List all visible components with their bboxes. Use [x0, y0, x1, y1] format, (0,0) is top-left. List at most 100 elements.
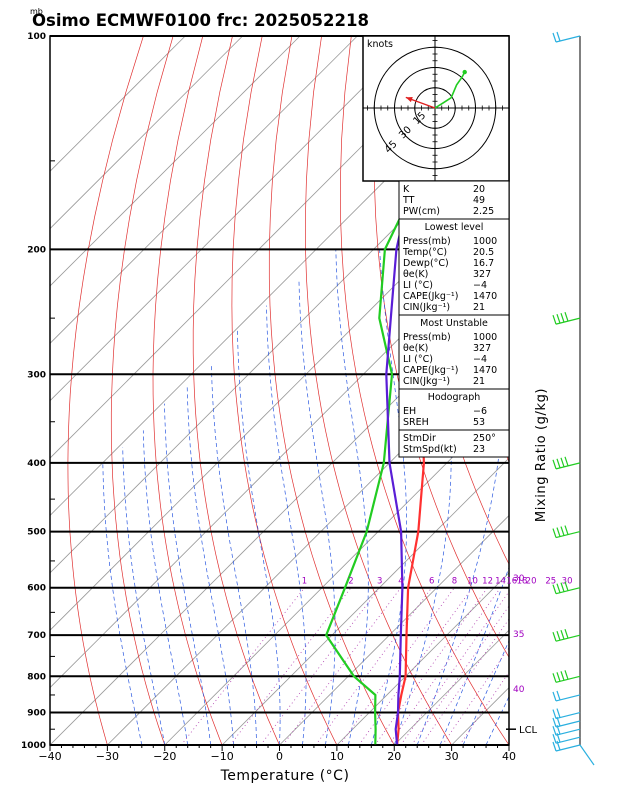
pressure-tick-label: 700 — [27, 631, 46, 641]
mixing-ratio-label: 1 — [302, 577, 307, 587]
isotherm — [336, 572, 509, 745]
index-value: 1000 — [473, 332, 497, 343]
dry-adiabat — [373, 36, 509, 658]
index-key: StmSpd(kt) — [403, 444, 457, 455]
index-value: 49 — [473, 195, 485, 206]
pressure-tick-label: 800 — [27, 672, 46, 682]
x-tick-label: 0 — [276, 750, 283, 763]
index-value: −6 — [473, 406, 487, 417]
moist-adiabat — [164, 403, 211, 745]
x-tick-label: 30 — [445, 750, 459, 763]
mixing-ratio-line — [411, 605, 509, 745]
index-box-title: Hodograph — [428, 392, 481, 403]
index-key: StmDir — [403, 433, 436, 444]
index-value: 23 — [473, 444, 485, 455]
wind-barb — [552, 690, 581, 702]
wind-barb — [552, 456, 581, 470]
index-key: EH — [403, 406, 416, 417]
moist-adiabat — [186, 384, 234, 745]
index-key: θe(K) — [403, 343, 428, 354]
index-key: CIN(Jkg⁻¹) — [403, 376, 450, 387]
isotherm — [50, 36, 473, 459]
index-key: Dewp(°C) — [403, 258, 449, 269]
index-value: 327 — [473, 269, 491, 280]
isotherm — [50, 36, 186, 172]
mixing-ratio-line — [374, 587, 488, 745]
index-value: −4 — [473, 280, 487, 291]
mixing-ratio-label: 2 — [348, 577, 353, 587]
dry-adiabat — [192, 36, 280, 745]
mixing-ratio-label: 3 — [377, 577, 382, 587]
surface-wind-barb — [579, 744, 595, 766]
index-key: Press(mb) — [403, 236, 451, 247]
wind-barb — [552, 311, 581, 325]
unit-mb: mb — [30, 7, 43, 16]
lcl-label: LCL — [519, 725, 538, 736]
index-box — [398, 388, 510, 431]
index-value: 250° — [473, 433, 496, 444]
moist-adiabat — [298, 278, 336, 745]
x-tick-label: 20 — [387, 750, 401, 763]
pressure-tick-label: 300 — [27, 370, 46, 380]
x-axis-label: Temperature (°C) — [220, 768, 350, 784]
index-value: 1000 — [473, 236, 497, 247]
moist-adiabat — [142, 430, 189, 745]
mixing-ratio-label: 20 — [526, 577, 537, 587]
index-value: 53 — [473, 417, 485, 428]
index-value: 20.5 — [473, 247, 494, 258]
pressure-tick-label: 900 — [27, 709, 46, 719]
wind-barb — [552, 581, 581, 595]
mixing-ratio-label: 25 — [545, 577, 556, 587]
moist-adiabat — [237, 330, 281, 745]
dry-adiabat — [268, 36, 395, 745]
mixing-ratio-label: 14 — [495, 577, 506, 587]
isotherm — [50, 170, 509, 631]
hodograph-trace — [434, 71, 466, 109]
mixing-ratio-label: 10 — [467, 577, 478, 587]
mixing-ratio-label: 6 — [429, 577, 434, 587]
mixing-ratio-label: 4 — [398, 577, 403, 587]
index-box-title: Most Unstable — [420, 318, 488, 329]
pressure-tick-label: 100 — [27, 32, 46, 42]
index-key: K — [403, 184, 410, 195]
dry-adiabat — [589, 36, 618, 745]
isotherm — [50, 36, 416, 402]
index-key: LI (°C) — [403, 354, 433, 365]
pressure-tick-label: 500 — [27, 528, 46, 538]
index-value: 1470 — [473, 365, 497, 376]
moist-adiabat — [102, 462, 143, 745]
y-axis-label: Mixing Ratio (g/kg) — [534, 388, 549, 522]
moist-adiabat — [122, 447, 166, 745]
wind-barb — [552, 725, 581, 736]
mixing-ratio-line — [229, 587, 352, 745]
hodograph-unit: knots — [367, 39, 393, 50]
wind-barb — [552, 670, 581, 683]
index-box — [398, 180, 510, 220]
index-value: −4 — [473, 354, 487, 365]
index-box — [398, 314, 510, 390]
index-box-title: Lowest level — [425, 222, 484, 233]
index-value: 21 — [473, 376, 485, 387]
wind-barb — [552, 740, 581, 752]
isotherm — [50, 285, 509, 745]
profile-line-2 — [385, 36, 468, 745]
mixing-ratio-label: 30 — [562, 577, 573, 587]
x-tick-label: 40 — [502, 750, 516, 763]
isotherm — [50, 228, 509, 689]
wind-barb — [552, 708, 581, 720]
index-key: SREH — [403, 417, 429, 428]
index-key: Press(mb) — [403, 332, 451, 343]
index-key: θe(K) — [403, 269, 428, 280]
index-key: LI (°C) — [403, 280, 433, 291]
wind-barb — [552, 733, 581, 744]
wind-barb — [552, 716, 581, 728]
index-box — [398, 429, 510, 458]
index-value: 20 — [473, 184, 485, 195]
pressure-tick-label: 600 — [27, 584, 46, 594]
x-tick-label: 10 — [330, 750, 344, 763]
x-tick-label: −10 — [211, 750, 234, 763]
dry-adiabat — [110, 36, 174, 745]
x-tick-label: −40 — [38, 750, 61, 763]
isotherm — [50, 36, 358, 344]
index-key: CAPE(Jkg⁻¹) — [403, 291, 458, 302]
